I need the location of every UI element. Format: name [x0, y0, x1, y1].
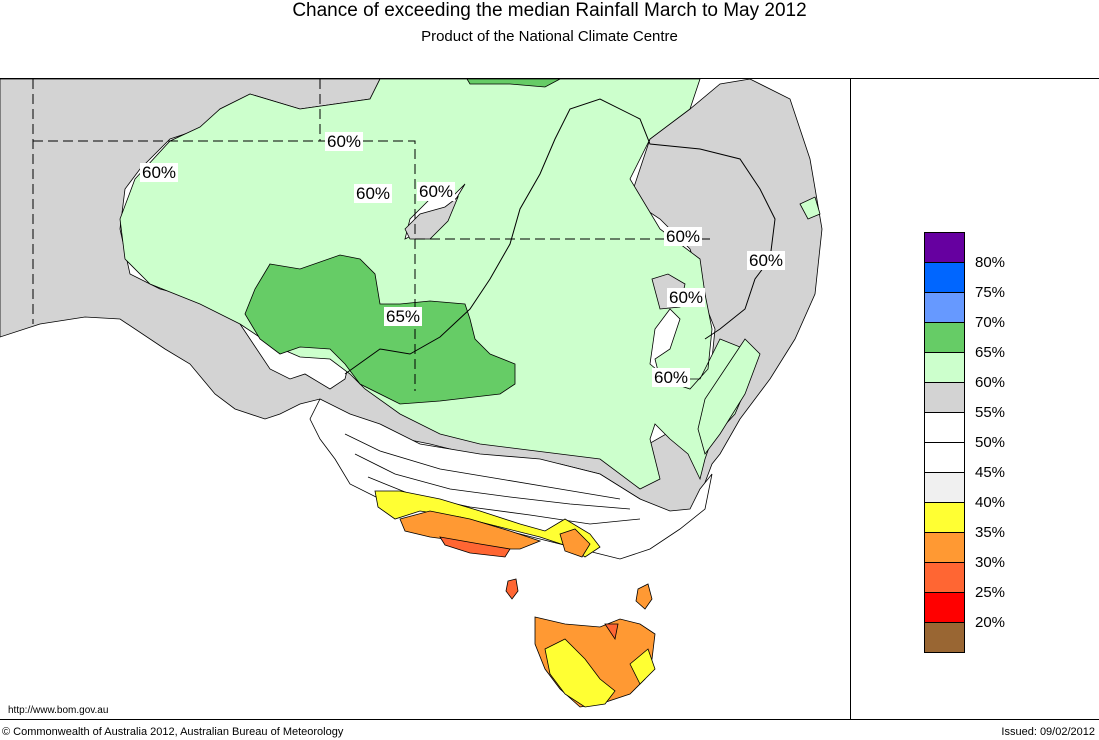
- issued-date: Issued: 09/02/2012: [1001, 726, 1095, 738]
- map-frame: [0, 78, 1099, 720]
- legend-divider: [850, 78, 851, 720]
- legend-label: 30%: [975, 554, 1006, 571]
- legend-label: 70%: [975, 314, 1006, 331]
- green-65-zone: [244, 254, 516, 405]
- contour-label: 60%: [652, 368, 691, 387]
- legend-swatch: [924, 262, 965, 293]
- legend-label: 50%: [975, 434, 1006, 451]
- contour-label: 60%: [667, 288, 706, 307]
- copyright: © Commonwealth of Australia 2012, Austra…: [2, 726, 344, 738]
- legend-swatch: [924, 622, 965, 653]
- legend-swatch: [924, 532, 965, 563]
- contour-label: 60%: [747, 251, 786, 270]
- contour-label: 60%: [417, 182, 456, 201]
- rainfall-map: 60% 60% 60% 60% 60% 60% 60% 65% 60%: [0, 79, 850, 719]
- legend-swatch: [924, 502, 965, 533]
- contour-label: 60%: [325, 132, 364, 151]
- tasmania-yellow: [544, 638, 616, 708]
- source-url: http://www.bom.gov.au: [8, 705, 109, 716]
- legend-label: 55%: [975, 404, 1006, 421]
- contour-label: 60%: [354, 184, 393, 203]
- legend-swatch: [924, 472, 965, 503]
- legend-swatch: [924, 442, 965, 473]
- legend-swatch: [924, 352, 965, 383]
- orange-30-zone: [399, 510, 542, 550]
- yellow-40-zone: [374, 490, 601, 558]
- legend-swatch: [924, 232, 965, 263]
- contour-label: 60%: [140, 163, 179, 182]
- legend-swatch: [924, 292, 965, 323]
- legend-label: 35%: [975, 524, 1006, 541]
- legend-label: 45%: [975, 464, 1006, 481]
- legend-swatch: [924, 412, 965, 443]
- contour-label: 65%: [384, 307, 423, 326]
- legend-swatch: [924, 562, 965, 593]
- map-title: Chance of exceeding the median Rainfall …: [292, 0, 807, 21]
- legend-label: 80%: [975, 254, 1006, 271]
- legend: 80% 75% 70% 65% 60% 55% 50% 45% 40% 35% 30% 25% 20%: [924, 232, 1005, 653]
- legend-swatch: [924, 382, 965, 413]
- legend-swatch: [924, 322, 965, 353]
- legend-label: 75%: [975, 284, 1006, 301]
- legend-label: 20%: [975, 614, 1006, 631]
- contour-label: 60%: [664, 227, 703, 246]
- legend-label: 65%: [975, 344, 1006, 361]
- legend-label: 25%: [975, 584, 1006, 601]
- legend-swatch: [924, 592, 965, 623]
- legend-label: 60%: [975, 374, 1006, 391]
- map-subtitle: Product of the National Climate Centre: [421, 28, 678, 45]
- ocean-region: [0, 79, 850, 719]
- legend-label: 40%: [975, 494, 1006, 511]
